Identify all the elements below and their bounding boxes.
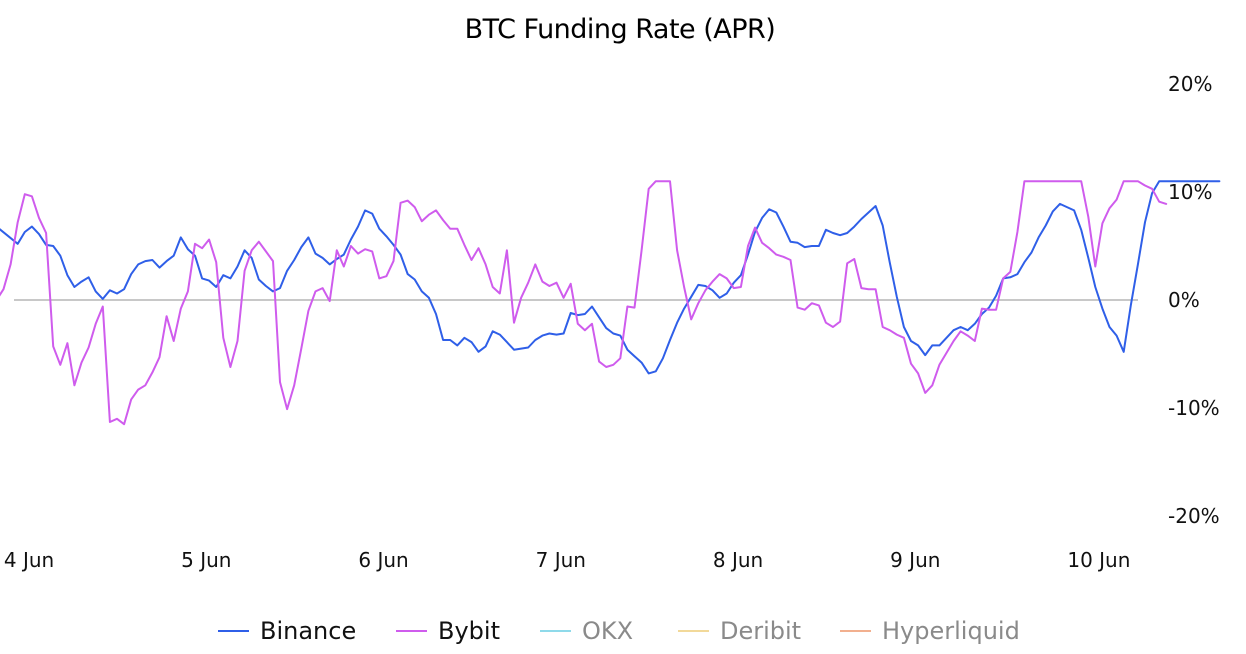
chart-title: BTC Funding Rate (APR)	[465, 14, 776, 45]
x-tick-label: 8 Jun	[713, 548, 763, 572]
legend-label: Hyperliquid	[882, 617, 1020, 645]
legend-item-binance[interactable]: Binance	[218, 617, 356, 645]
y-tick-label: -10%	[1168, 396, 1220, 420]
legend-item-deribit[interactable]: Deribit	[678, 617, 801, 645]
x-tick-label: 10 Jun	[1067, 548, 1130, 572]
legend[interactable]: Binance Bybit OKX Deribit Hyperliquid	[218, 617, 1020, 645]
legend-item-hyperliquid[interactable]: Hyperliquid	[840, 617, 1020, 645]
series-line-binance	[0, 180, 1221, 375]
y-axis: 20% 10% 0% -10% -20%	[1168, 72, 1220, 528]
legend-label: OKX	[582, 617, 633, 645]
x-tick-label: 7 Jun	[536, 548, 586, 572]
y-tick-label: 20%	[1168, 72, 1212, 96]
x-tick-label: 6 Jun	[358, 548, 408, 572]
plot-area	[0, 180, 1221, 426]
y-tick-label: -20%	[1168, 504, 1220, 528]
legend-label: Binance	[260, 617, 356, 645]
legend-item-bybit[interactable]: Bybit	[396, 617, 500, 645]
y-tick-label: 10%	[1168, 180, 1212, 204]
series-line-bybit	[0, 180, 1168, 426]
legend-label: Bybit	[438, 617, 500, 645]
x-tick-label: 9 Jun	[890, 548, 940, 572]
legend-label: Deribit	[720, 617, 801, 645]
legend-item-okx[interactable]: OKX	[540, 617, 633, 645]
x-tick-label: 5 Jun	[181, 548, 231, 572]
x-axis: 4 Jun 5 Jun 6 Jun 7 Jun 8 Jun 9 Jun 10 Jun	[4, 548, 1131, 572]
series-layer	[0, 180, 1221, 426]
x-tick-label: 4 Jun	[4, 548, 54, 572]
y-tick-label: 0%	[1168, 288, 1200, 312]
